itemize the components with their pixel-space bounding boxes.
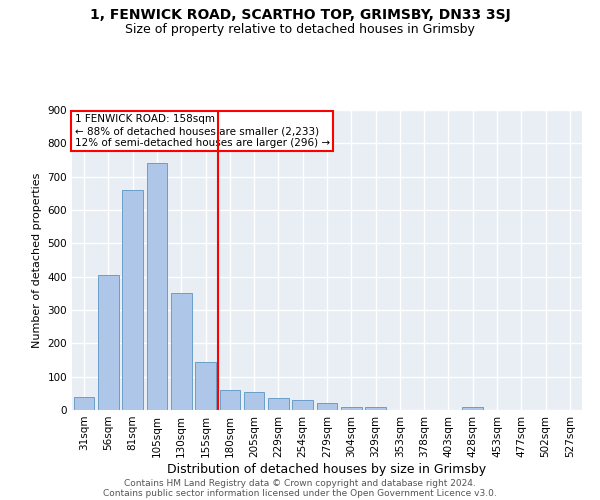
Text: 1 FENWICK ROAD: 158sqm
← 88% of detached houses are smaller (2,233)
12% of semi-: 1 FENWICK ROAD: 158sqm ← 88% of detached… [74,114,329,148]
Bar [122,190,143,410]
Text: Size of property relative to detached houses in Grimsby: Size of property relative to detached ho… [125,22,475,36]
Bar [268,398,289,410]
Bar [98,275,119,410]
Bar [220,390,240,410]
Bar [171,294,191,410]
Text: Contains public sector information licensed under the Open Government Licence v3: Contains public sector information licen… [103,488,497,498]
Bar [146,164,167,410]
Bar [244,392,265,410]
Bar [365,406,386,410]
Bar [341,406,362,410]
Bar [463,408,483,410]
X-axis label: Distribution of detached houses by size in Grimsby: Distribution of detached houses by size … [167,462,487,475]
Y-axis label: Number of detached properties: Number of detached properties [32,172,42,348]
Bar [292,400,313,410]
Text: Contains HM Land Registry data © Crown copyright and database right 2024.: Contains HM Land Registry data © Crown c… [124,478,476,488]
Text: 1, FENWICK ROAD, SCARTHO TOP, GRIMSBY, DN33 3SJ: 1, FENWICK ROAD, SCARTHO TOP, GRIMSBY, D… [89,8,511,22]
Bar [195,362,216,410]
Bar [74,396,94,410]
Bar [317,404,337,410]
